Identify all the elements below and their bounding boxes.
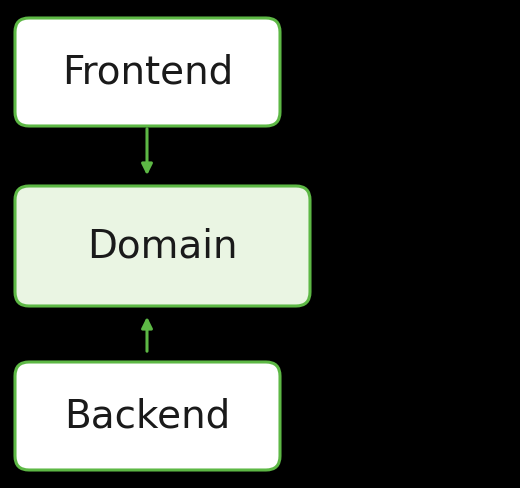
FancyBboxPatch shape [15,18,280,126]
Text: Domain: Domain [87,227,238,265]
Text: Frontend: Frontend [62,53,233,91]
FancyBboxPatch shape [15,186,310,306]
Text: Backend: Backend [64,397,231,435]
FancyBboxPatch shape [15,362,280,470]
